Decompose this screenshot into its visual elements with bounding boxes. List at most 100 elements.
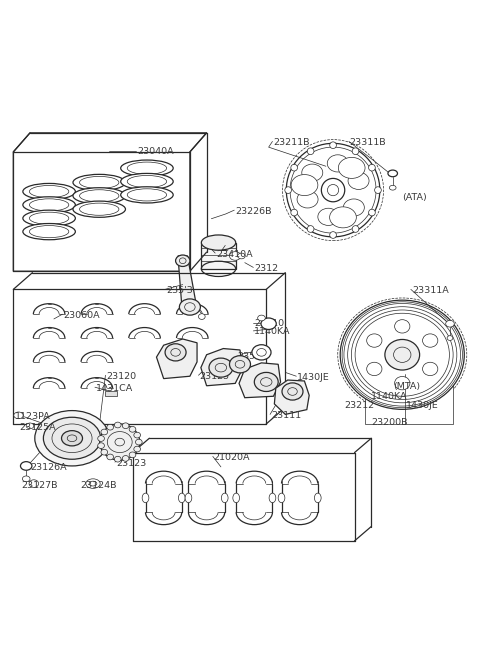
Text: 23123: 23123 xyxy=(116,459,146,468)
Ellipse shape xyxy=(142,493,149,503)
Text: 1140KA: 1140KA xyxy=(371,392,408,401)
Ellipse shape xyxy=(367,334,382,348)
Text: 23125A: 23125A xyxy=(20,423,56,432)
Polygon shape xyxy=(239,363,281,397)
Ellipse shape xyxy=(21,462,32,470)
Ellipse shape xyxy=(185,493,192,503)
Ellipse shape xyxy=(369,209,375,216)
Ellipse shape xyxy=(73,174,125,191)
Ellipse shape xyxy=(209,358,233,377)
Ellipse shape xyxy=(327,155,348,172)
Ellipse shape xyxy=(122,455,129,461)
Text: 23514: 23514 xyxy=(238,351,268,361)
Ellipse shape xyxy=(422,362,438,376)
Ellipse shape xyxy=(318,208,339,225)
Ellipse shape xyxy=(352,148,359,154)
Ellipse shape xyxy=(120,173,173,190)
Ellipse shape xyxy=(229,252,241,260)
Polygon shape xyxy=(106,390,117,396)
Ellipse shape xyxy=(221,493,228,503)
Text: (MTA): (MTA) xyxy=(393,382,420,391)
Ellipse shape xyxy=(199,313,205,319)
Ellipse shape xyxy=(180,299,200,315)
Ellipse shape xyxy=(330,207,356,228)
Ellipse shape xyxy=(340,300,464,409)
Ellipse shape xyxy=(135,440,142,445)
Ellipse shape xyxy=(307,225,314,233)
Ellipse shape xyxy=(23,210,75,227)
Ellipse shape xyxy=(107,424,114,430)
Ellipse shape xyxy=(61,430,83,446)
Ellipse shape xyxy=(229,355,251,373)
Ellipse shape xyxy=(367,362,382,376)
Ellipse shape xyxy=(286,143,380,237)
Ellipse shape xyxy=(330,232,336,238)
Ellipse shape xyxy=(291,175,318,196)
Ellipse shape xyxy=(179,493,185,503)
Ellipse shape xyxy=(176,255,190,267)
Ellipse shape xyxy=(327,185,339,196)
Ellipse shape xyxy=(446,321,454,327)
Ellipse shape xyxy=(252,345,271,360)
Ellipse shape xyxy=(338,158,365,179)
Ellipse shape xyxy=(282,383,303,400)
Ellipse shape xyxy=(369,164,375,171)
Text: 23212: 23212 xyxy=(344,401,374,411)
Ellipse shape xyxy=(23,183,75,200)
Ellipse shape xyxy=(129,426,136,432)
Ellipse shape xyxy=(26,423,34,429)
Text: 235'3: 235'3 xyxy=(166,286,193,295)
Text: 23311A: 23311A xyxy=(412,286,448,295)
Ellipse shape xyxy=(352,225,359,233)
Polygon shape xyxy=(275,380,309,415)
Ellipse shape xyxy=(101,429,108,435)
Ellipse shape xyxy=(395,376,410,390)
Ellipse shape xyxy=(322,179,345,202)
Text: 1430JE: 1430JE xyxy=(297,373,330,382)
Ellipse shape xyxy=(73,201,125,217)
Ellipse shape xyxy=(107,454,114,460)
Text: 2312: 2312 xyxy=(254,264,278,273)
Ellipse shape xyxy=(201,235,236,250)
Text: (ATA): (ATA) xyxy=(402,193,427,202)
Ellipse shape xyxy=(23,223,75,240)
Ellipse shape xyxy=(291,209,298,216)
Ellipse shape xyxy=(258,315,265,321)
Ellipse shape xyxy=(269,493,276,503)
Ellipse shape xyxy=(122,423,129,428)
Bar xyxy=(365,374,453,424)
Ellipse shape xyxy=(98,436,105,442)
Ellipse shape xyxy=(114,457,121,462)
Text: 23200B: 23200B xyxy=(371,419,408,428)
Ellipse shape xyxy=(348,172,369,189)
Ellipse shape xyxy=(120,160,173,176)
Polygon shape xyxy=(178,256,198,312)
Ellipse shape xyxy=(330,142,336,148)
Ellipse shape xyxy=(129,452,136,458)
Text: 1431CA: 1431CA xyxy=(96,384,133,393)
Ellipse shape xyxy=(100,424,140,460)
Text: 23125: 23125 xyxy=(199,372,229,380)
Text: 1140KA: 1140KA xyxy=(254,327,291,336)
Ellipse shape xyxy=(285,187,291,193)
Ellipse shape xyxy=(291,164,298,171)
Ellipse shape xyxy=(302,164,323,181)
Ellipse shape xyxy=(23,197,75,213)
Ellipse shape xyxy=(29,480,38,487)
Ellipse shape xyxy=(233,493,240,503)
Text: 21020A: 21020A xyxy=(214,453,250,462)
Ellipse shape xyxy=(343,199,364,216)
Ellipse shape xyxy=(278,493,285,503)
Ellipse shape xyxy=(35,411,109,466)
Ellipse shape xyxy=(385,340,420,370)
Ellipse shape xyxy=(422,334,438,348)
Text: 23211B: 23211B xyxy=(274,138,310,147)
Ellipse shape xyxy=(307,148,314,154)
Ellipse shape xyxy=(254,373,278,392)
Ellipse shape xyxy=(447,336,453,340)
Ellipse shape xyxy=(120,187,173,203)
Polygon shape xyxy=(156,339,197,378)
Ellipse shape xyxy=(23,476,30,482)
Ellipse shape xyxy=(73,188,125,204)
Text: 23040A: 23040A xyxy=(137,147,174,156)
